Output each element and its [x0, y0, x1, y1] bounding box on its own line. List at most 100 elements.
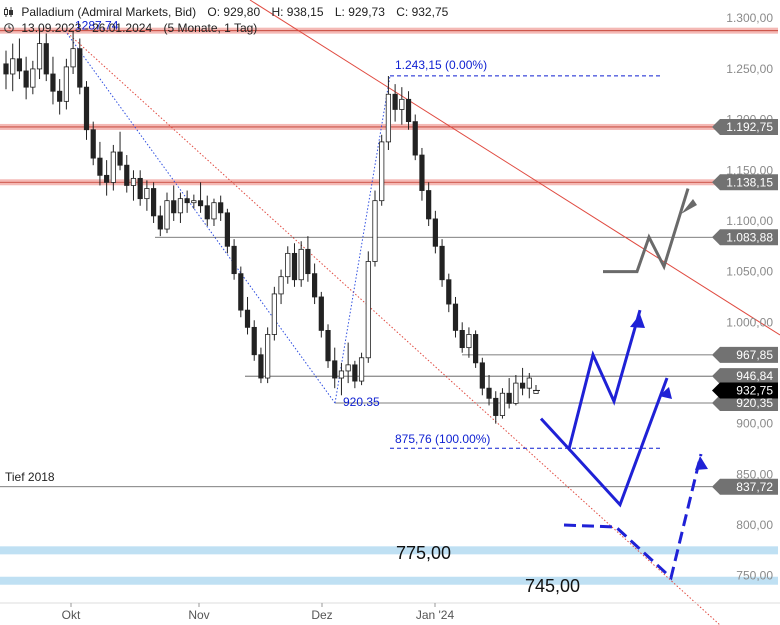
candle-body	[57, 90, 63, 102]
candle-body	[137, 177, 143, 200]
current-price-tag-bg	[712, 382, 778, 399]
zone-775-label: 775,00	[396, 543, 451, 563]
candle-body	[265, 334, 271, 379]
period: (5 Monate, 1 Tag)	[163, 21, 258, 35]
candle-body	[291, 252, 298, 281]
candle-body	[379, 141, 385, 202]
candle-body	[63, 66, 69, 102]
projection-blue-path-1	[539, 309, 642, 453]
header-line-1: Palladium (Admiral Markets, Bid) O: 929,…	[4, 5, 456, 19]
candle-body	[513, 382, 519, 404]
candle-body	[3, 63, 9, 75]
candlestick-icon	[4, 7, 13, 17]
tief-2018-label: Tief 2018	[5, 470, 55, 484]
high-label: 1287.74	[75, 19, 119, 33]
candle-body	[97, 157, 103, 176]
dotted-trend-line	[64, 30, 721, 625]
candle-body	[499, 392, 506, 416]
candle-body	[493, 397, 499, 416]
candle-body	[352, 364, 358, 382]
candle-body	[77, 48, 83, 88]
price-tag-2: 1.138,15	[726, 175, 773, 189]
candle-body	[479, 362, 485, 389]
price-tag-5: 946,84	[736, 369, 773, 383]
candle-body	[204, 205, 210, 220]
candle-body	[526, 377, 532, 389]
price-tag-3: 1.083,88	[726, 230, 773, 244]
candle-body	[244, 309, 251, 328]
price-tag-4-bg	[712, 346, 778, 363]
projection-grey-arrowhead	[681, 199, 697, 214]
candle-body	[211, 202, 217, 220]
candle-body	[426, 190, 432, 220]
x-tick-label: Okt	[62, 608, 81, 622]
candle-body	[144, 188, 150, 200]
candle-body	[392, 93, 398, 110]
price-tag-5-bg	[712, 368, 778, 385]
price-tag-6-bg	[712, 395, 778, 412]
candle-body	[519, 382, 526, 389]
candle-body	[224, 212, 230, 247]
candle-body	[338, 370, 345, 379]
candle-body	[285, 252, 291, 278]
candle-body	[412, 121, 418, 156]
candle-body	[432, 218, 438, 247]
low-label: 920.35	[343, 395, 380, 409]
candle-body	[117, 151, 123, 166]
candle-body	[130, 177, 137, 186]
candle-body	[486, 387, 492, 399]
high-value: H: 938,15	[271, 5, 324, 19]
price-tag-1: 1.192,75	[726, 120, 773, 134]
candle-body	[318, 296, 324, 331]
low-value: L: 929,73	[334, 5, 385, 19]
candle-body	[83, 86, 90, 131]
clock-icon	[4, 23, 14, 33]
current-price-tag: 932,75	[736, 383, 773, 397]
projection-blue-arrowhead-2	[659, 387, 672, 399]
x-tick-label: Dez	[311, 608, 332, 622]
candle-body	[419, 154, 425, 191]
y-tick-label: 1.100,00	[726, 214, 773, 228]
candle-body	[231, 245, 237, 275]
candle-body	[197, 200, 204, 207]
open-value: O: 929,80	[207, 5, 261, 19]
candle-body	[238, 273, 244, 311]
price-tag-7: 837,72	[736, 480, 773, 494]
candle-body	[30, 68, 36, 88]
candle-body	[251, 326, 257, 356]
candle-body	[459, 330, 465, 349]
projection-blue-path-2	[567, 377, 669, 508]
candle-body	[298, 248, 304, 281]
support-zone-8	[0, 546, 778, 555]
y-tick-label: 750,00	[736, 569, 773, 583]
candle-body	[50, 73, 56, 92]
candle-body	[358, 357, 365, 382]
candle-body	[452, 303, 459, 331]
x-tick-label: Nov	[188, 608, 209, 622]
price-tag-3-bg	[712, 229, 778, 246]
candle-body	[177, 198, 184, 214]
candle-body	[466, 334, 472, 349]
candle-body	[345, 364, 351, 372]
candle-body	[184, 198, 190, 204]
candle-body	[218, 202, 224, 214]
y-tick-label: 1.050,00	[726, 265, 773, 279]
y-tick-label: 850,00	[736, 467, 773, 481]
projection-grey-path	[603, 188, 690, 274]
y-tick-label: 1.000,00	[726, 315, 773, 329]
candle-body	[325, 330, 331, 362]
candle-body	[372, 200, 378, 262]
candle-body	[312, 273, 318, 298]
candle-body	[446, 279, 452, 305]
header-line-2: 13.09.2023 - 26.01.2024 (5 Monate, 1 Tag…	[4, 21, 265, 35]
candle-body	[305, 248, 311, 275]
candle-body	[271, 293, 277, 335]
candle-body	[70, 48, 76, 68]
blue-dotted-leg-1	[64, 30, 336, 404]
date-range: 13.09.2023 - 26.01.2024	[21, 21, 153, 35]
projection-blue-dashed-path	[563, 453, 703, 581]
candle-body	[439, 245, 445, 281]
candle-body	[16, 58, 23, 72]
price-tag-6: 920,35	[736, 396, 773, 410]
